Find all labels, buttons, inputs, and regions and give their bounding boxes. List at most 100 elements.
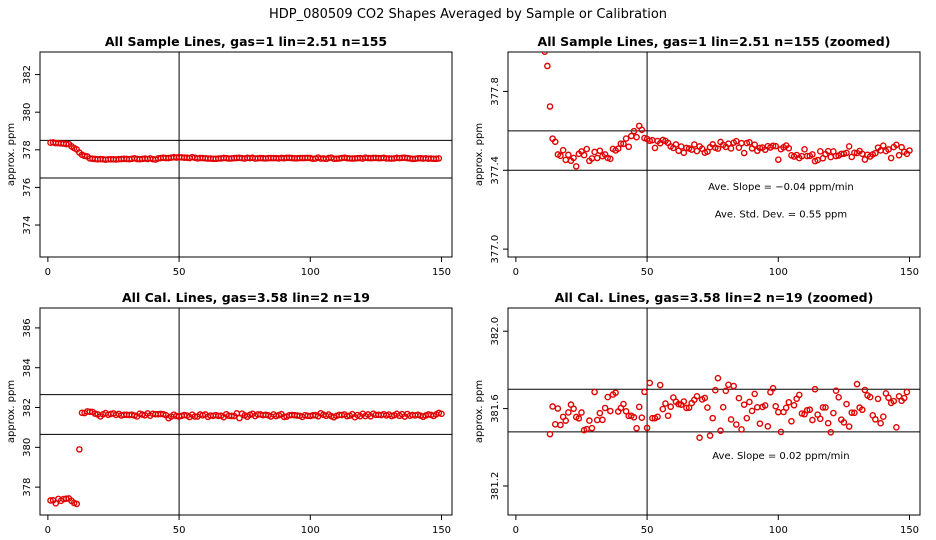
data-point — [809, 416, 816, 424]
data-point — [890, 397, 898, 405]
data-point — [751, 141, 758, 148]
annotation: Ave. Slope = −0.04 ppm/min — [708, 182, 854, 193]
data-point — [638, 126, 646, 134]
data-point — [620, 140, 627, 148]
data-point — [551, 421, 559, 428]
data-point — [591, 388, 598, 396]
data-point — [743, 414, 751, 422]
data-point — [714, 145, 722, 152]
data-point — [438, 410, 445, 418]
data-point — [877, 419, 884, 427]
data-point — [596, 147, 604, 155]
data-point — [751, 390, 758, 398]
plot-frame — [39, 51, 453, 258]
data-point — [727, 416, 735, 423]
y-tick-label: 377.8 — [490, 77, 501, 106]
data-point — [733, 137, 740, 145]
data-point — [680, 398, 688, 405]
data-point — [701, 394, 709, 402]
data-points — [546, 374, 911, 442]
data-point — [604, 393, 612, 401]
data-point — [704, 404, 711, 411]
data-point — [893, 424, 900, 431]
chart-title: All Cal. Lines, gas=3.58 lin=2 n=19 (zoo… — [555, 290, 874, 305]
x-tick-label: 50 — [173, 267, 186, 278]
data-point — [895, 151, 903, 159]
data-point — [727, 145, 735, 152]
data-point — [646, 379, 654, 387]
data-point — [730, 382, 737, 390]
x-tick-label: 0 — [513, 267, 519, 278]
data-point — [607, 407, 614, 415]
y-tick-label: 378 — [22, 140, 33, 159]
data-point — [680, 149, 688, 157]
data-point — [76, 446, 83, 453]
data-point — [544, 62, 551, 70]
data-point — [432, 155, 440, 163]
data-point — [785, 144, 793, 152]
data-point — [562, 417, 570, 424]
data-point — [622, 135, 630, 142]
data-point — [435, 155, 443, 162]
data-point — [866, 393, 874, 401]
data-point — [651, 144, 659, 152]
y-axis-label: approx. ppm — [6, 123, 17, 186]
data-point — [557, 421, 564, 429]
x-tick-label: 100 — [301, 267, 320, 278]
chart-title: All Cal. Lines, gas=3.58 lin=2 n=19 — [122, 290, 370, 305]
data-point — [874, 395, 882, 403]
data-point — [809, 151, 816, 158]
data-point — [785, 398, 793, 406]
data-point — [824, 419, 832, 427]
chart-panels: All Sample Lines, gas=1 lin=2.51 n=155 0 5… — [6, 34, 921, 536]
y-tick-label: 382.0 — [490, 317, 501, 346]
data-point — [756, 420, 764, 427]
x-tick-label: 150 — [432, 525, 451, 536]
data-point — [47, 497, 54, 504]
data-point — [853, 380, 861, 388]
data-point — [546, 103, 554, 110]
annotation: Ave. Slope = 0.02 ppm/min — [712, 451, 849, 462]
data-point — [693, 147, 701, 155]
data-point — [830, 148, 837, 155]
data-point — [887, 154, 895, 162]
data-point — [583, 145, 591, 153]
data-point — [62, 495, 70, 502]
data-point — [790, 401, 798, 409]
data-point — [570, 154, 577, 162]
data-point — [696, 434, 703, 442]
y-tick-label: 377.0 — [490, 235, 501, 264]
data-point — [607, 155, 614, 163]
data-point — [662, 400, 669, 407]
data-point — [712, 386, 719, 394]
data-point — [827, 153, 835, 161]
data-point — [635, 403, 643, 411]
y-axis-label: approx. ppm — [474, 123, 485, 186]
data-point — [565, 151, 572, 159]
data-point — [672, 141, 680, 148]
data-point — [601, 404, 609, 412]
data-point — [693, 393, 701, 400]
data-point — [714, 374, 722, 382]
data-point — [722, 387, 730, 395]
data-point — [827, 428, 835, 436]
data-point — [620, 400, 627, 408]
data-point — [906, 147, 913, 154]
data-point — [900, 394, 908, 402]
data-point — [593, 154, 601, 162]
x-tick-label: 150 — [900, 525, 919, 536]
data-point — [733, 421, 740, 428]
plot-frame — [507, 51, 921, 258]
data-point — [565, 409, 572, 416]
data-point — [638, 414, 646, 421]
data-point — [830, 409, 837, 417]
data-point — [819, 404, 827, 411]
y-tick-label: 378 — [22, 478, 33, 497]
data-point — [832, 387, 840, 395]
data-point — [654, 413, 661, 421]
data-point — [788, 417, 795, 425]
data-point — [816, 148, 824, 155]
data-point — [816, 415, 824, 423]
page-title: HDP_080509 CO2 Shapes Averaged by Sample… — [269, 7, 667, 22]
data-point — [753, 403, 761, 411]
